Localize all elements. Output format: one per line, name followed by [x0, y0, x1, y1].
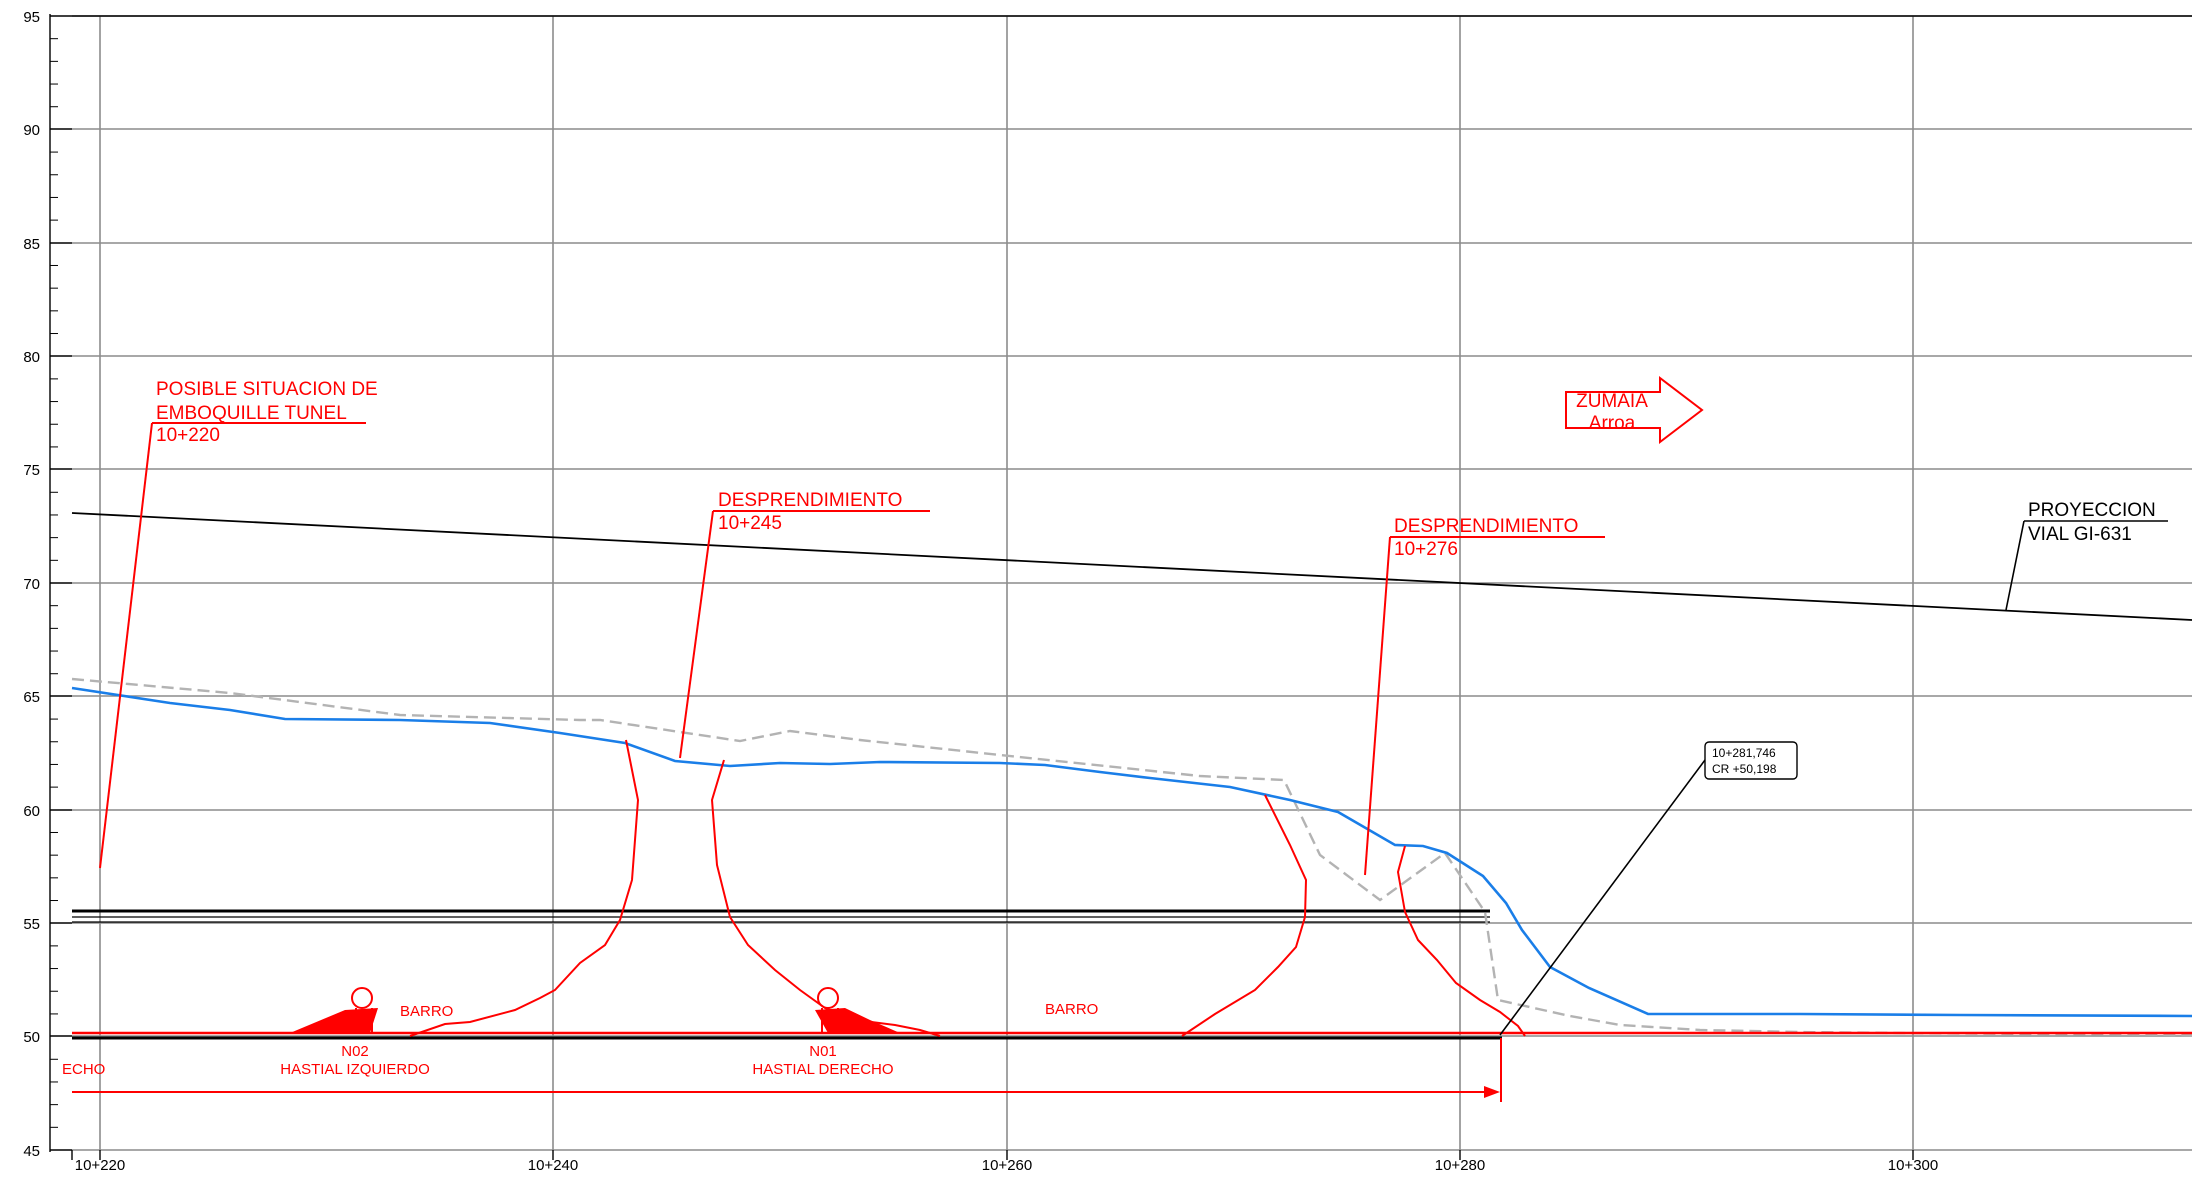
leader-line	[679, 510, 714, 759]
leader-line	[1364, 536, 1391, 876]
landslide-outline	[710, 759, 941, 1037]
dimension-arrow	[72, 1038, 1502, 1102]
mud-label-left: BARRO	[400, 1003, 453, 1020]
tunnel-portal-annotation: POSIBLE SITUACION DE EMBOQUILLE TUNEL 10…	[99, 379, 378, 869]
road-projection-line	[71, 512, 2192, 621]
n02-sensor-icon	[351, 987, 373, 1009]
terrain-line	[71, 686, 2192, 1018]
direction-arrow-icon	[1565, 375, 1704, 445]
road-projection-title-line2: VIAL GI-631	[2028, 524, 2132, 545]
direction-destination: ZUMAIA	[1576, 391, 1648, 412]
landslide-outline	[409, 739, 640, 1037]
callout-leader-line	[1499, 759, 1706, 1036]
n02-label: HASTIAL IZQUIERDO	[280, 1061, 429, 1078]
grid	[72, 15, 2192, 1151]
y-tick-label: 85	[23, 236, 40, 253]
landslide-245-annotation: DESPRENDIMIENTO 10+245	[679, 490, 930, 759]
previous-terrain-line	[71, 677, 2192, 1037]
y-tick-label: 70	[23, 576, 40, 593]
y-tick-label: 50	[23, 1029, 40, 1046]
tunnel-portal-title-line1: POSIBLE SITUACION DE	[156, 379, 378, 400]
x-tick-label: 10+240	[528, 1157, 578, 1174]
n02-wedge-marker	[290, 1008, 378, 1033]
landslide-outlines	[409, 739, 1526, 1037]
n02-id: N02	[341, 1043, 369, 1060]
mud-label-right: BARRO	[1045, 1001, 1098, 1018]
road-projection-annotation: PROYECCION VIAL GI-631	[2005, 500, 2168, 611]
landslide-245-title: DESPRENDIMIENTO	[718, 490, 902, 511]
x-axis	[71, 1150, 1914, 1160]
y-tick-labels: 95 90 85 80 75 70 65 60 55 50 45	[23, 9, 40, 1160]
y-tick-label: 80	[23, 349, 40, 366]
n01-wedge-marker	[815, 1008, 900, 1033]
n01-sensor-icon	[817, 987, 839, 1009]
direction-river: Arroa	[1589, 413, 1636, 434]
landslide-276-annotation: DESPRENDIMIENTO 10+276	[1364, 516, 1605, 876]
leader-line	[99, 422, 153, 869]
landslide-276-pk: 10+276	[1394, 539, 1458, 560]
x-tick-label: 10+220	[75, 1157, 125, 1174]
direction-arrow: ZUMAIA Arroa	[1565, 375, 1704, 445]
y-minor-ticks	[50, 38, 58, 1128]
callout-elevation: CR +50,198	[1712, 762, 1777, 776]
leader-line	[2005, 520, 2025, 611]
y-tick-label: 65	[23, 689, 40, 706]
n01-id: N01	[809, 1043, 837, 1060]
x-tick-labels: 10+220 10+240 10+260 10+280 10+300	[75, 1157, 1938, 1174]
y-tick-label: 55	[23, 916, 40, 933]
y-tick-label: 75	[23, 462, 40, 479]
n01-label: HASTIAL DERECHO	[752, 1061, 893, 1078]
bottom-labels: BARRO BARRO N02 HASTIAL IZQUIERDO N01 HA…	[62, 1001, 1098, 1078]
tunnel-portal-pk: 10+220	[156, 425, 220, 446]
tunnel-lines	[72, 909, 1502, 1040]
callout-pk: 10+281,746	[1712, 746, 1776, 760]
tunnel-portal-title-line2: EMBOQUILLE TUNEL	[156, 403, 347, 424]
y-tick-label: 60	[23, 803, 40, 820]
x-tick-label: 10+280	[1435, 1157, 1485, 1174]
y-tick-label: 45	[23, 1143, 40, 1160]
x-tick-label: 10+260	[982, 1157, 1032, 1174]
landslide-outline	[1181, 794, 1308, 1037]
endpoint-callout: 10+281,746 CR +50,198	[1499, 741, 1798, 1036]
landslide-245-pk: 10+245	[718, 513, 782, 534]
y-axis	[49, 14, 72, 1152]
y-tick-label: 90	[23, 122, 40, 139]
landslide-outline	[1396, 845, 1526, 1037]
support-markers	[290, 987, 900, 1033]
landslide-276-title: DESPRENDIMIENTO	[1394, 516, 1578, 537]
y-tick-label: 95	[23, 9, 40, 26]
dimension-arrowhead	[1484, 1086, 1500, 1098]
x-tick-label: 10+300	[1888, 1157, 1938, 1174]
road-projection-title-line1: PROYECCION	[2028, 500, 2156, 521]
left-cut-label: ECHO	[62, 1061, 105, 1078]
